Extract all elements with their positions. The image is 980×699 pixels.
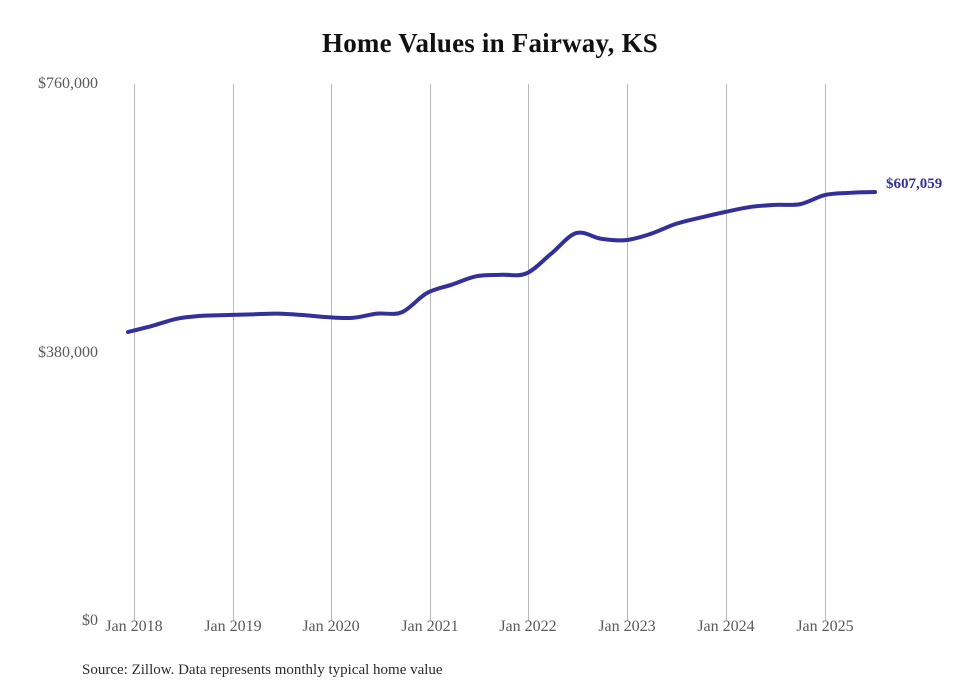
x-axis-tick-label-jan-2021: Jan 2021 — [401, 618, 459, 635]
y-axis-tick-label-0: $0 — [82, 612, 98, 629]
x-axis-tick-label-jan-2023: Jan 2023 — [598, 618, 656, 635]
end-value-label: $607,059 — [886, 176, 943, 192]
home-value-data-line — [126, 190, 877, 335]
x-axis-tick-label-jan-2020: Jan 2020 — [302, 618, 360, 635]
x-axis-tick-label-jan-2018: Jan 2018 — [105, 618, 163, 635]
x-axis-tick-label-jan-2025: Jan 2025 — [796, 618, 854, 635]
source-note: Source: Zillow. Data represents monthly … — [82, 662, 443, 678]
y-axis-tick-label-380000: $380,000 — [38, 344, 98, 361]
y-axis-tick-label-760000: $760,000 — [38, 75, 98, 92]
x-axis-tick-label-jan-2019: Jan 2019 — [204, 618, 262, 635]
vertical-gridlines — [134, 84, 826, 621]
x-axis-tick-label-jan-2022: Jan 2022 — [499, 618, 557, 635]
chart-title: Home Values in Fairway, KS — [322, 28, 658, 58]
x-axis-tick-label-jan-2024: Jan 2024 — [697, 618, 755, 635]
